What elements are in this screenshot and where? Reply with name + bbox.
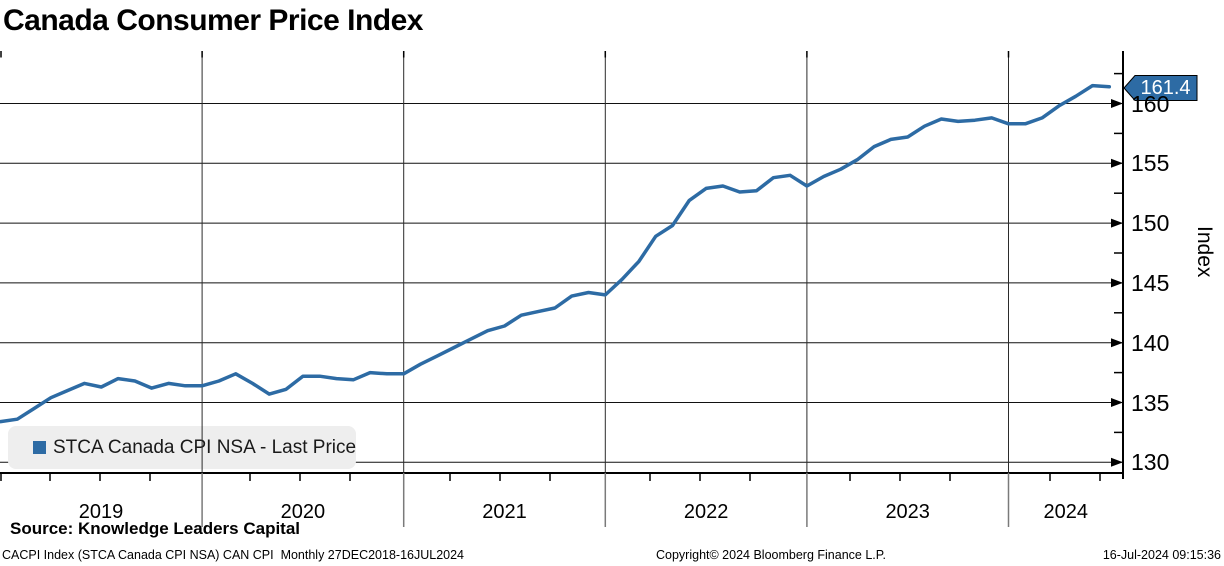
y-axis-tick-label: 140 [1131,329,1170,356]
x-axis-year-label: 2023 [885,501,930,523]
cpi-series-line [0,83,1112,424]
x-axis-year-label: 2024 [1043,501,1089,523]
legend-series-marker-icon [33,441,46,454]
legend-box: STCA Canada CPI NSA - Last Price [8,426,356,469]
source-attribution: Source: Knowledge Leaders Capital [10,519,301,538]
page-title: Canada Consumer Price Index [3,4,423,37]
y-axis-tick-label: 150 [1131,210,1170,237]
legend-series-label: STCA Canada CPI NSA - Last Price [53,436,357,458]
footer-security-description: CACPI Index (STCA Canada CPI NSA) CAN CP… [2,548,465,562]
x-axis-year-label: 2020 [280,501,326,523]
last-price-callout-tag [1123,75,1198,101]
y-axis-tick-label: 145 [1131,269,1170,296]
x-axis-year-label: 2022 [683,501,729,523]
y-axis-tick-label: 160 [1131,90,1170,117]
x-axis-year-label: 2019 [78,501,124,523]
y-axis-tick-label: 130 [1131,449,1170,476]
footer-copyright: Copyright© 2024 Bloomberg Finance L.P. [656,548,886,562]
x-axis-year-label: 2021 [482,501,527,523]
y-axis-title: Index [1193,226,1216,278]
y-axis-tick-label: 135 [1131,389,1170,416]
last-price-callout: 161.4 [1140,77,1191,99]
y-axis-tick-label: 155 [1131,150,1170,177]
footer-timestamp: 16-Jul-2024 09:15:36 [1102,548,1221,562]
